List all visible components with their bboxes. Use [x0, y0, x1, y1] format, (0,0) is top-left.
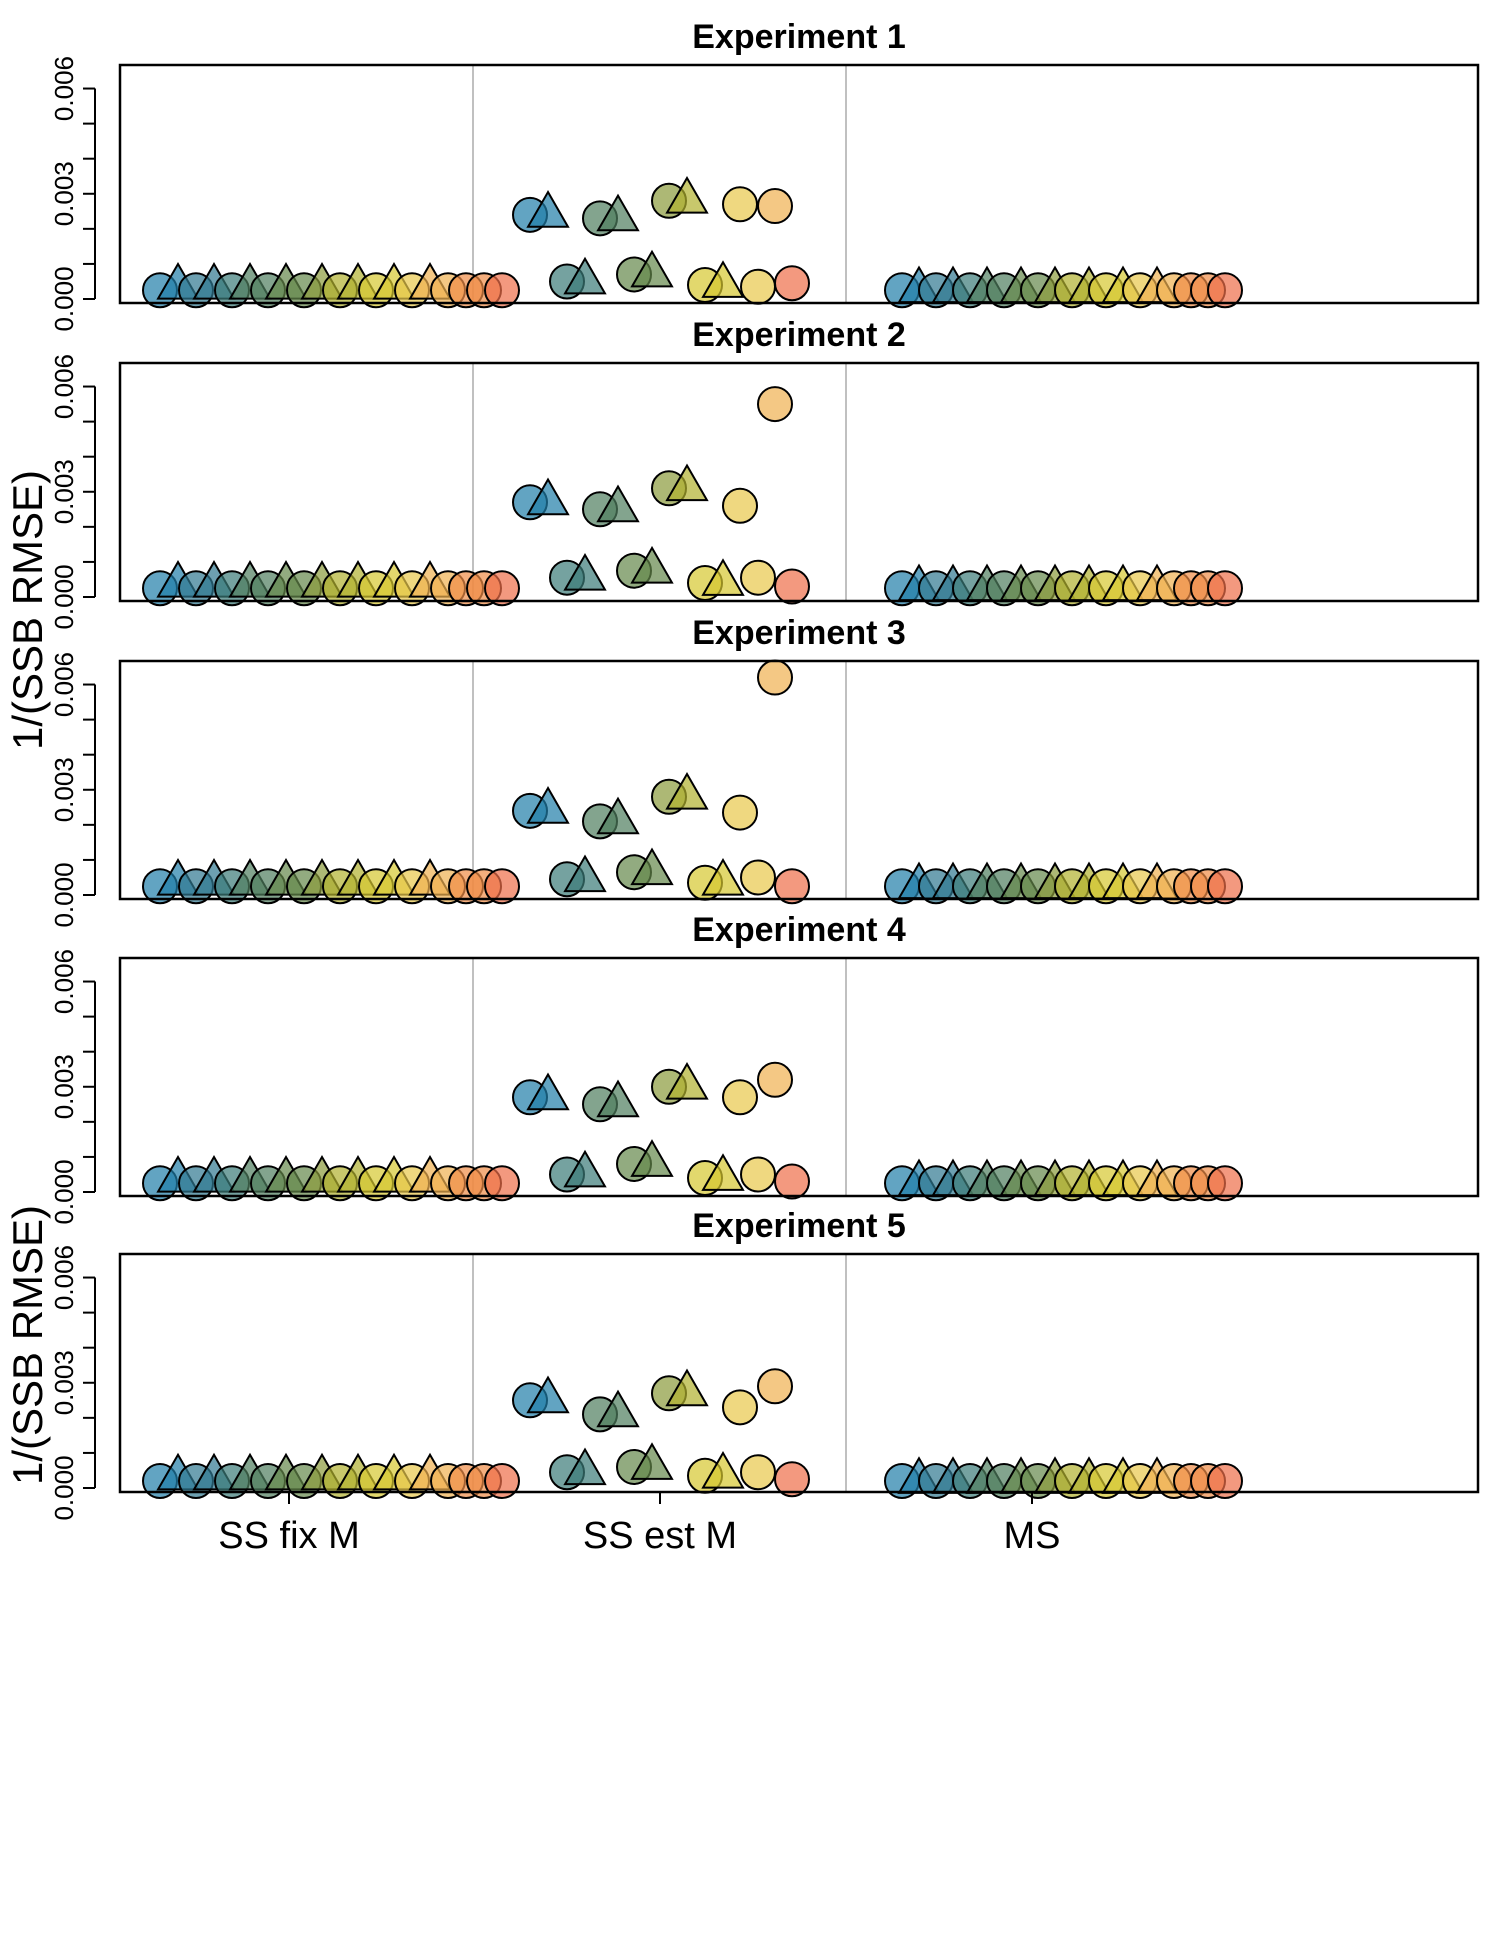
y-tick-label: 0.000 [49, 862, 79, 927]
ss-est-m-triangle [701, 1450, 745, 1489]
ss-fix-m-circle [484, 272, 520, 309]
x-axis: SS fix M SS est M MS [218, 1492, 1061, 1557]
y-axis-title: 1/(SSB RMSE) [4, 1205, 51, 1485]
ss-est-m-triangle [665, 463, 709, 502]
ss-est-m-triangle [596, 796, 640, 835]
ss-est-m-triangle [526, 190, 570, 228]
ss-est-m-triangle [630, 545, 674, 584]
ss-est-m-triangle [596, 1389, 640, 1428]
y-tick-label: 0.003 [49, 1350, 79, 1415]
y-tick-label: 0.006 [49, 1245, 79, 1310]
y-tick-label: 0.000 [49, 1159, 79, 1224]
ss-est-m-triangle [701, 260, 745, 298]
ss-est-m-triangle [563, 552, 607, 591]
ss-est-m-circle [774, 568, 810, 605]
ss-est-m-triangle [630, 249, 674, 288]
ms-circle [1207, 1462, 1243, 1499]
y-tick-label: 0.003 [49, 1054, 79, 1119]
plot-frame [118, 659, 1480, 901]
ss-est-m-circle [740, 1454, 776, 1491]
ss-est-m-circle [740, 268, 776, 305]
ss-est-m-triangle [526, 1072, 570, 1111]
y-tick-label: 0.000 [49, 1455, 79, 1520]
panels: Experiment 1 0.000 0.003 0.006 Experiment 2 0… [49, 18, 1480, 1521]
ss-est-m-circle [722, 487, 758, 524]
ss-est-m-triangle [563, 1447, 607, 1486]
ss-est-m-triangle [596, 484, 640, 523]
panel-experiment-1: Experiment 1 0.000 0.003 0.006 [49, 18, 1480, 332]
plot-frame [118, 63, 1480, 305]
y-tick-label: 0.006 [49, 56, 79, 121]
plot-frame [118, 956, 1480, 1198]
ss-est-m-triangle [630, 1139, 674, 1177]
ss-est-m-circle [757, 386, 793, 423]
y-tick-label: 0.000 [49, 266, 79, 331]
panel-title: Experiment 2 [692, 316, 906, 354]
y-tick-label: 0.006 [49, 354, 79, 419]
ss-est-m-circle [757, 1368, 793, 1405]
panel-title: Experiment 1 [692, 18, 906, 56]
ss-est-m-triangle [596, 193, 640, 232]
ss-est-m-triangle [630, 1442, 674, 1480]
ms-circle [1207, 272, 1243, 309]
x-tick-label: SS est M [583, 1515, 737, 1557]
ms-circle [1207, 1165, 1243, 1202]
ss-est-m-circle [722, 1079, 758, 1116]
panel-experiment-4: Experiment 4 0.000 0.003 0.006 [49, 911, 1480, 1225]
y-tick-label: 0.003 [49, 459, 79, 524]
x-tick-label: SS fix M [218, 1515, 359, 1557]
y-tick-label: 0.006 [49, 652, 79, 717]
ss-fix-m-circle [484, 868, 520, 905]
ss-fix-m-circle [484, 1462, 520, 1499]
panel-experiment-3: Experiment 3 0.000 0.003 0.006 [49, 614, 1480, 928]
y-tick-label: 0.003 [49, 757, 79, 822]
y-axis-title: 1/(SSB RMSE) [4, 470, 51, 750]
panel-experiment-5: Experiment 5 0.000 0.003 0.006 [49, 1207, 1480, 1521]
panel-title: Experiment 4 [692, 911, 906, 949]
ss-est-m-circle [757, 188, 793, 225]
panel-title: Experiment 5 [692, 1207, 906, 1245]
ss-est-m-circle [774, 1461, 810, 1498]
plot-frame [118, 1252, 1480, 1494]
ss-fix-m-circle [484, 1165, 520, 1202]
ss-est-m-circle [757, 659, 793, 696]
ss-est-m-triangle [526, 1375, 570, 1414]
ms-circle [1207, 570, 1243, 607]
ss-est-m-circle [774, 1163, 810, 1200]
ss-est-m-triangle [665, 1062, 709, 1100]
y-tick-label: 0.006 [49, 949, 79, 1014]
y-tick-label: 0.003 [49, 161, 79, 226]
ss-est-m-triangle [563, 256, 607, 295]
ss-est-m-circle [757, 1061, 793, 1098]
ss-est-m-circle [740, 859, 776, 896]
ss-est-m-triangle [665, 176, 709, 214]
x-tick-label: MS [1004, 1515, 1061, 1557]
ss-est-m-triangle [701, 857, 745, 896]
ss-est-m-circle [722, 186, 758, 223]
ss-est-m-triangle [665, 772, 709, 810]
ss-est-m-triangle [526, 477, 570, 516]
ms-circle [1207, 868, 1243, 905]
ss-est-m-triangle [526, 786, 570, 824]
ss-fix-m-circle [484, 570, 520, 607]
ss-est-m-triangle [596, 1079, 640, 1118]
ss-est-m-triangle [563, 854, 607, 893]
ss-est-m-triangle [701, 558, 745, 596]
ss-est-m-triangle [701, 1153, 745, 1191]
ss-est-m-circle [722, 1389, 758, 1426]
ss-est-m-circle [740, 559, 776, 596]
panel-experiment-2: Experiment 2 0.000 0.003 0.006 [49, 316, 1480, 630]
ss-est-m-circle [774, 265, 810, 302]
ss-est-m-circle [774, 868, 810, 905]
ss-est-m-triangle [665, 1368, 709, 1407]
plot-frame [118, 361, 1480, 603]
ss-est-m-circle [740, 1156, 776, 1193]
y-axis-titles: 1/(SSB RMSE) 1/(SSB RMSE) [4, 470, 51, 1485]
y-tick-label: 0.000 [49, 564, 79, 629]
ss-est-m-triangle [630, 847, 674, 886]
ss-est-m-triangle [563, 1149, 607, 1188]
panel-title: Experiment 3 [692, 614, 906, 652]
ss-est-m-circle [722, 794, 758, 831]
